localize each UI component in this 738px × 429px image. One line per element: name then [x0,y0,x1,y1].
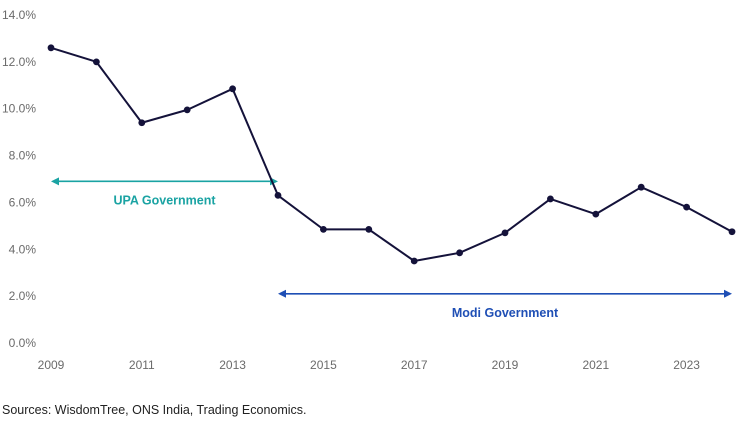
x-axis-ticks: 2009 2011 2013 2015 2017 2019 2021 2023 [38,358,701,372]
y-tick-label: 6.0% [9,195,37,209]
data-point [410,257,418,265]
x-tick-label: 2009 [38,358,65,372]
x-tick-label: 2021 [582,358,609,372]
arrow-head-left-icon [278,289,286,298]
data-point [274,192,282,199]
x-tick-label: 2013 [219,358,246,372]
y-tick-label: 0.0% [9,336,37,350]
data-point [501,229,509,237]
series-line-group [47,44,736,265]
data-point [637,183,645,191]
data-point [592,210,600,218]
data-point [229,85,237,93]
data-point [456,249,463,257]
data-point [728,228,736,236]
source-note: Sources: WisdomTree, ONS India, Trading … [2,403,307,417]
x-tick-label: 2011 [129,358,155,372]
x-tick-label: 2015 [310,358,337,372]
data-point [183,106,191,114]
arrow-head-left-icon [51,177,59,186]
y-tick-label: 4.0% [9,242,37,256]
data-point [547,195,554,203]
annotations: UPA Government Modi Government [51,177,732,320]
annotation-label: UPA Government [113,193,216,207]
y-tick-label: 8.0% [9,149,37,163]
y-tick-label: 10.0% [2,102,36,116]
data-point [93,58,100,66]
x-tick-label: 2017 [401,358,428,372]
data-point [47,44,55,52]
y-tick-label: 12.0% [2,55,36,69]
data-point [365,225,373,233]
y-tick-label: 14.0% [2,8,36,22]
data-point [138,119,146,127]
y-axis-ticks: 0.0% 2.0% 4.0% 6.0% 8.0% 10.0% 12.0% 14.0% [2,8,36,350]
x-tick-label: 2023 [673,358,700,372]
data-point [683,203,690,211]
annotation-label: Modi Government [452,306,559,320]
data-point [320,225,327,233]
arrow-head-right-icon [724,289,732,298]
y-tick-label: 2.0% [9,289,37,303]
x-tick-label: 2019 [492,358,519,372]
series-line [50,46,733,262]
